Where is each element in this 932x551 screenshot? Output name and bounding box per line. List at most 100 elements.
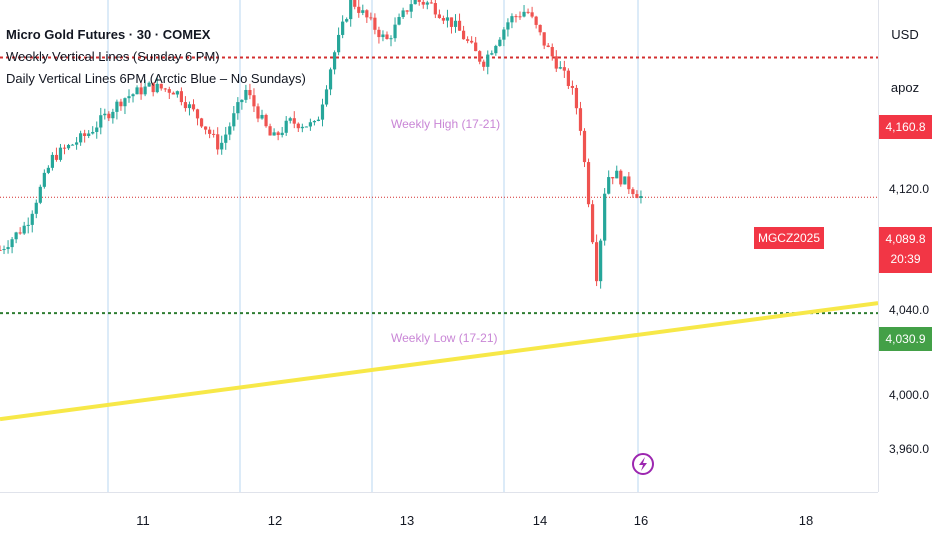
candle-body: [228, 126, 232, 135]
candle-body: [599, 240, 603, 282]
candle-body: [522, 11, 526, 17]
candle-body: [385, 34, 389, 39]
candle-body: [453, 20, 458, 27]
candle-body: [0, 249, 2, 251]
candle-body: [425, 2, 429, 5]
candle-body: [70, 144, 75, 146]
symbol-title[interactable]: Micro Gold Futures · 30 · COMEX: [6, 27, 211, 42]
candle-body: [405, 10, 409, 12]
candle-body: [635, 194, 639, 198]
candle-body: [619, 170, 623, 185]
indicator-daily-lines[interactable]: Daily Vertical Lines 6PM (Arctic Blue – …: [6, 71, 306, 86]
candle-body: [22, 225, 26, 234]
candlestick-chart[interactable]: [0, 0, 878, 492]
candle-body: [461, 30, 466, 40]
candle-body: [514, 16, 518, 18]
candle-body: [357, 6, 361, 13]
candle-body: [151, 82, 155, 93]
candle-body: [115, 101, 119, 112]
candle-body: [337, 34, 341, 53]
candle-body: [554, 56, 558, 69]
currency-button[interactable]: USD: [891, 27, 919, 42]
candle-body: [377, 29, 381, 38]
chart-pane[interactable]: Micro Gold Futures · 30 · COMEX Weekly V…: [0, 0, 878, 492]
candle-body: [34, 202, 38, 214]
candle-body: [586, 162, 591, 205]
candle-body: [421, 1, 425, 5]
candle-body: [320, 104, 325, 120]
candle-body: [304, 126, 308, 128]
candle-body: [639, 196, 643, 198]
candle-body: [42, 172, 46, 187]
time-scale[interactable]: 11 12 13 14 16 18: [0, 492, 878, 551]
candle-body: [526, 11, 530, 13]
candle-body: [437, 14, 441, 19]
candle-body: [14, 232, 18, 240]
candle-body: [502, 29, 506, 40]
price-scale[interactable]: USD apoz 4,160.8 4,120.0 4,089.8 20:39 4…: [878, 0, 932, 492]
candle-body: [345, 19, 349, 22]
candle-body: [2, 249, 6, 251]
weekly-high-price-tag: 4,160.8: [879, 115, 932, 139]
time-tick: 13: [399, 513, 415, 528]
candle-body: [167, 89, 171, 93]
candle-body: [99, 115, 103, 128]
candle-body: [615, 170, 619, 179]
weekly-low-price-tag: 4,030.9: [879, 327, 932, 351]
candle-body: [389, 38, 393, 40]
candle-body: [627, 176, 631, 190]
price-tick: 4,000.0: [888, 388, 929, 402]
candle-body: [538, 24, 542, 33]
candle-body: [631, 189, 635, 195]
candle-body: [417, 0, 421, 2]
time-tick: 16: [633, 513, 649, 528]
candle-body: [264, 114, 268, 127]
candle-body: [582, 130, 587, 163]
indicator-weekly-lines[interactable]: Weekly Vertical Lines (Sunday 6 PM): [6, 49, 220, 64]
candle-body: [349, 0, 353, 20]
time-tick: 18: [798, 513, 814, 528]
candle-body: [478, 51, 482, 62]
candle-body: [10, 239, 14, 248]
current-price: 4,089.8: [885, 232, 926, 246]
candle-body: [171, 92, 175, 95]
scale-mode-button[interactable]: apoz: [890, 80, 920, 95]
candle-body: [590, 204, 595, 243]
candle-body: [566, 70, 570, 86]
candle-body: [208, 129, 212, 134]
candle-body: [397, 17, 401, 25]
candle-body: [18, 232, 22, 234]
candle-body: [244, 89, 248, 100]
candle-body: [611, 177, 615, 179]
candle-body: [91, 131, 95, 134]
candle-body: [373, 17, 377, 30]
candle-body: [578, 108, 583, 131]
candle-body: [506, 22, 510, 30]
candle-body: [409, 4, 413, 12]
weekly-low-label: Weekly Low (17-21): [389, 331, 500, 345]
candle-body: [546, 45, 550, 47]
candle-body: [470, 40, 474, 43]
candle-body: [490, 53, 494, 55]
candle-body: [195, 109, 200, 119]
candle-body: [260, 114, 264, 119]
candle-body: [353, 0, 357, 7]
candle-body: [280, 132, 284, 136]
candle-body: [324, 89, 329, 105]
candle-body: [216, 134, 220, 150]
candle-body: [534, 16, 538, 25]
candle-body: [240, 99, 244, 103]
candle-body: [607, 177, 611, 194]
candle-body: [46, 167, 50, 173]
candle-body: [623, 176, 627, 185]
candle-body: [574, 87, 579, 109]
candle-body: [486, 54, 490, 67]
candle-body: [252, 95, 256, 107]
candle-body: [276, 132, 280, 136]
candle-body: [550, 46, 554, 57]
candle-body: [445, 17, 450, 21]
candle-body: [159, 83, 163, 89]
candle-body: [312, 120, 317, 123]
candle-body: [393, 24, 397, 39]
candle-body: [494, 45, 498, 54]
